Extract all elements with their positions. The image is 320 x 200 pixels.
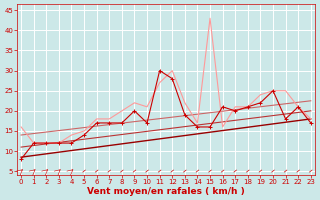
X-axis label: Vent moyen/en rafales ( km/h ): Vent moyen/en rafales ( km/h ): [87, 187, 245, 196]
